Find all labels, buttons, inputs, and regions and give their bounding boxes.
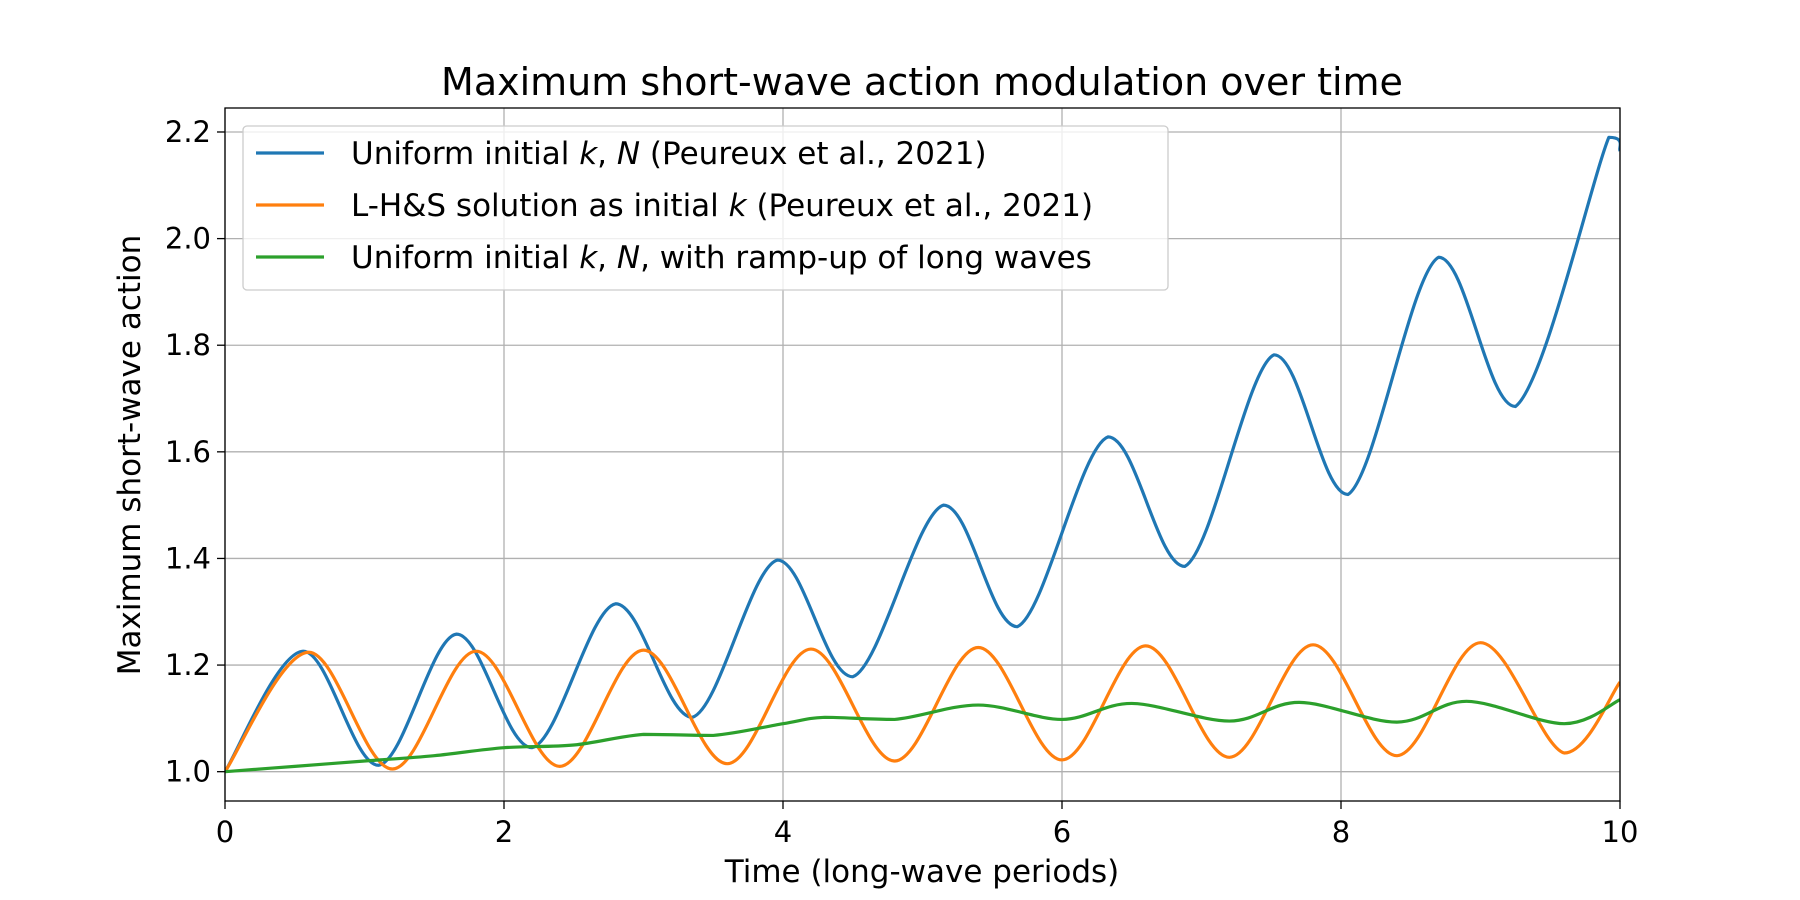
x-tick-label: 8 xyxy=(1332,815,1350,849)
axes-frame xyxy=(224,107,1621,802)
legend-entry-part: L-H&S solution as initial xyxy=(351,188,729,224)
y-axis-label: Maximum short-wave action xyxy=(112,235,148,676)
legend-entry-part: , xyxy=(597,240,617,276)
legend-entry-part: (Peureux et al., 2021) xyxy=(747,188,1093,224)
series-line-2 xyxy=(225,641,1620,773)
y-tick-label: 1.4 xyxy=(165,541,211,575)
x-tick-label: 6 xyxy=(1053,815,1071,849)
legend-entry-part: Uniform initial xyxy=(351,136,579,172)
x-tick-label: 4 xyxy=(774,815,792,849)
y-tick-label: 1.2 xyxy=(165,648,211,682)
legend-entry-part: k xyxy=(729,188,748,224)
ticks: 0 2 4 6 8 10 1.0 1.2 1.4 1.6 1.8 2.0 2.2 xyxy=(165,115,1639,849)
legend-entry-2: L-H&S solution as initial k (Peureux et … xyxy=(351,188,1093,224)
legend-entry-1: Uniform initial k, N (Peureux et al., 20… xyxy=(351,136,987,172)
legend-entry-part: N xyxy=(617,240,640,276)
series-layer xyxy=(225,135,1620,774)
x-tick-label: 2 xyxy=(495,815,513,849)
legend-entry-part: Uniform initial xyxy=(351,240,579,276)
series-line-3 xyxy=(225,698,1620,774)
y-tick-label: 1.8 xyxy=(165,328,211,362)
x-axis-label: Time (long-wave periods) xyxy=(724,854,1120,890)
y-tick-label: 2.0 xyxy=(165,222,211,256)
y-tick-label: 1.0 xyxy=(165,755,211,789)
legend-entry-part: , with ramp-up of long waves xyxy=(640,240,1092,276)
legend-entry-3: Uniform initial k, N, with ramp-up of lo… xyxy=(351,240,1092,276)
series-line-1 xyxy=(225,135,1620,773)
chart-title: Maximum short-wave action modulation ove… xyxy=(441,60,1403,104)
legend-entry-part: , xyxy=(597,136,617,172)
y-tick-label: 2.2 xyxy=(165,115,211,149)
legend-entry-part: k xyxy=(579,240,598,276)
legend-entry-part: (Peureux et al., 2021) xyxy=(640,136,986,172)
y-tick-label: 1.6 xyxy=(165,435,211,469)
x-tick-label: 10 xyxy=(1602,815,1639,849)
legend-box xyxy=(242,125,1169,291)
legend: Uniform initial k, N (Peureux et al., 20… xyxy=(242,125,1169,291)
legend-entry-part: k xyxy=(579,136,598,172)
legend-entry-part: N xyxy=(617,136,640,172)
x-tick-label: 0 xyxy=(216,815,234,849)
